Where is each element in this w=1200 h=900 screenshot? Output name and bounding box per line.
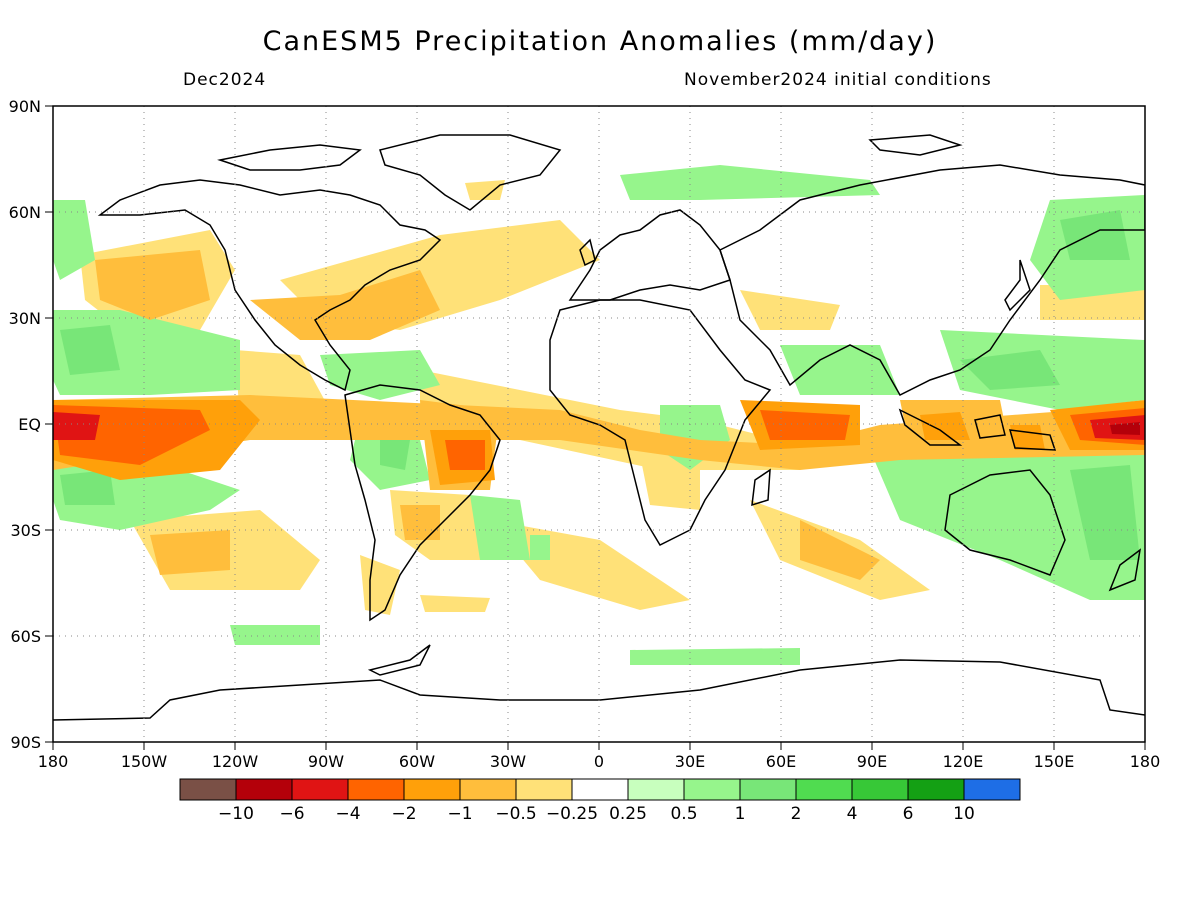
longitude-labels: 180 150W 120W 90W 60W 30W 0 30E 60E 90E 120E 150E 18… xyxy=(38,742,1161,771)
colorbar-swatch xyxy=(235,778,293,801)
colorbar xyxy=(179,778,1021,801)
lat-tick-label: 60S xyxy=(10,627,41,646)
colorbar-label: 10 xyxy=(953,804,975,824)
colorbar-swatch xyxy=(459,778,517,801)
lat-lon-grid xyxy=(53,106,1145,742)
lon-tick-label: 90W xyxy=(308,752,344,771)
lon-tick-label: 120E xyxy=(943,752,984,771)
initial-conditions-label: November2024 initial conditions xyxy=(684,70,992,90)
colorbar-swatch xyxy=(291,778,349,801)
lat-tick-label: 60N xyxy=(9,203,41,222)
colorbar-label: −1 xyxy=(447,804,472,824)
map-title: CanESM5 Precipitation Anomalies (mm/day) xyxy=(262,26,938,57)
colorbar-label: 0.5 xyxy=(670,804,697,824)
lon-tick-label: 60E xyxy=(766,752,796,771)
lon-tick-label: 90E xyxy=(857,752,887,771)
coastlines xyxy=(53,134,1145,721)
lat-tick-label: 90S xyxy=(10,733,41,752)
colorbar-swatch xyxy=(403,778,461,801)
colorbar-swatch xyxy=(179,778,237,801)
colorbar-label: −4 xyxy=(335,804,360,824)
colorbar-swatch xyxy=(683,778,741,801)
valid-month-label: Dec2024 xyxy=(183,70,267,90)
colorbar-swatch xyxy=(347,778,405,801)
lat-tick-label: EQ xyxy=(18,415,41,434)
lon-tick-label: 150E xyxy=(1034,752,1075,771)
lat-tick-label: 30N xyxy=(9,309,41,328)
colorbar-swatch xyxy=(515,778,573,801)
lat-tick-label: 90N xyxy=(9,97,41,116)
lon-tick-label: 0 xyxy=(594,752,604,771)
lat-tick-label: 30S xyxy=(10,521,41,540)
anomaly-field xyxy=(53,165,1145,665)
colorbar-swatch xyxy=(739,778,797,801)
colorbar-label: −6 xyxy=(279,804,304,824)
lon-tick-label: 30E xyxy=(675,752,705,771)
colorbar-labels: −10 −6 −4 −2 −1 −0.5 −0.25 0.25 0.5 1 2 4 6 10 xyxy=(218,804,975,824)
colorbar-label: −10 xyxy=(218,804,254,824)
colorbar-label: 2 xyxy=(791,804,802,824)
colorbar-swatch xyxy=(851,778,909,801)
colorbar-swatch xyxy=(907,778,965,801)
colorbar-label: −0.25 xyxy=(546,804,598,824)
colorbar-label: −0.5 xyxy=(495,804,536,824)
lon-tick-label: 150W xyxy=(121,752,168,771)
colorbar-label: 6 xyxy=(903,804,914,824)
colorbar-swatch xyxy=(571,778,629,801)
lon-tick-label: 60W xyxy=(399,752,435,771)
colorbar-swatch xyxy=(963,778,1021,801)
lon-tick-label: 30W xyxy=(490,752,526,771)
colorbar-label: 0.25 xyxy=(609,804,647,824)
colorbar-label: 4 xyxy=(847,804,858,824)
latitude-labels: 90N 60N 30N EQ 30S 60S 90S xyxy=(9,97,53,752)
lon-tick-label: 180 xyxy=(1130,752,1161,771)
colorbar-label: −2 xyxy=(391,804,416,824)
lon-tick-label: 120W xyxy=(212,752,259,771)
colorbar-swatch xyxy=(795,778,853,801)
colorbar-label: 1 xyxy=(735,804,746,824)
lon-tick-label: 180 xyxy=(38,752,69,771)
colorbar-swatch xyxy=(627,778,685,801)
